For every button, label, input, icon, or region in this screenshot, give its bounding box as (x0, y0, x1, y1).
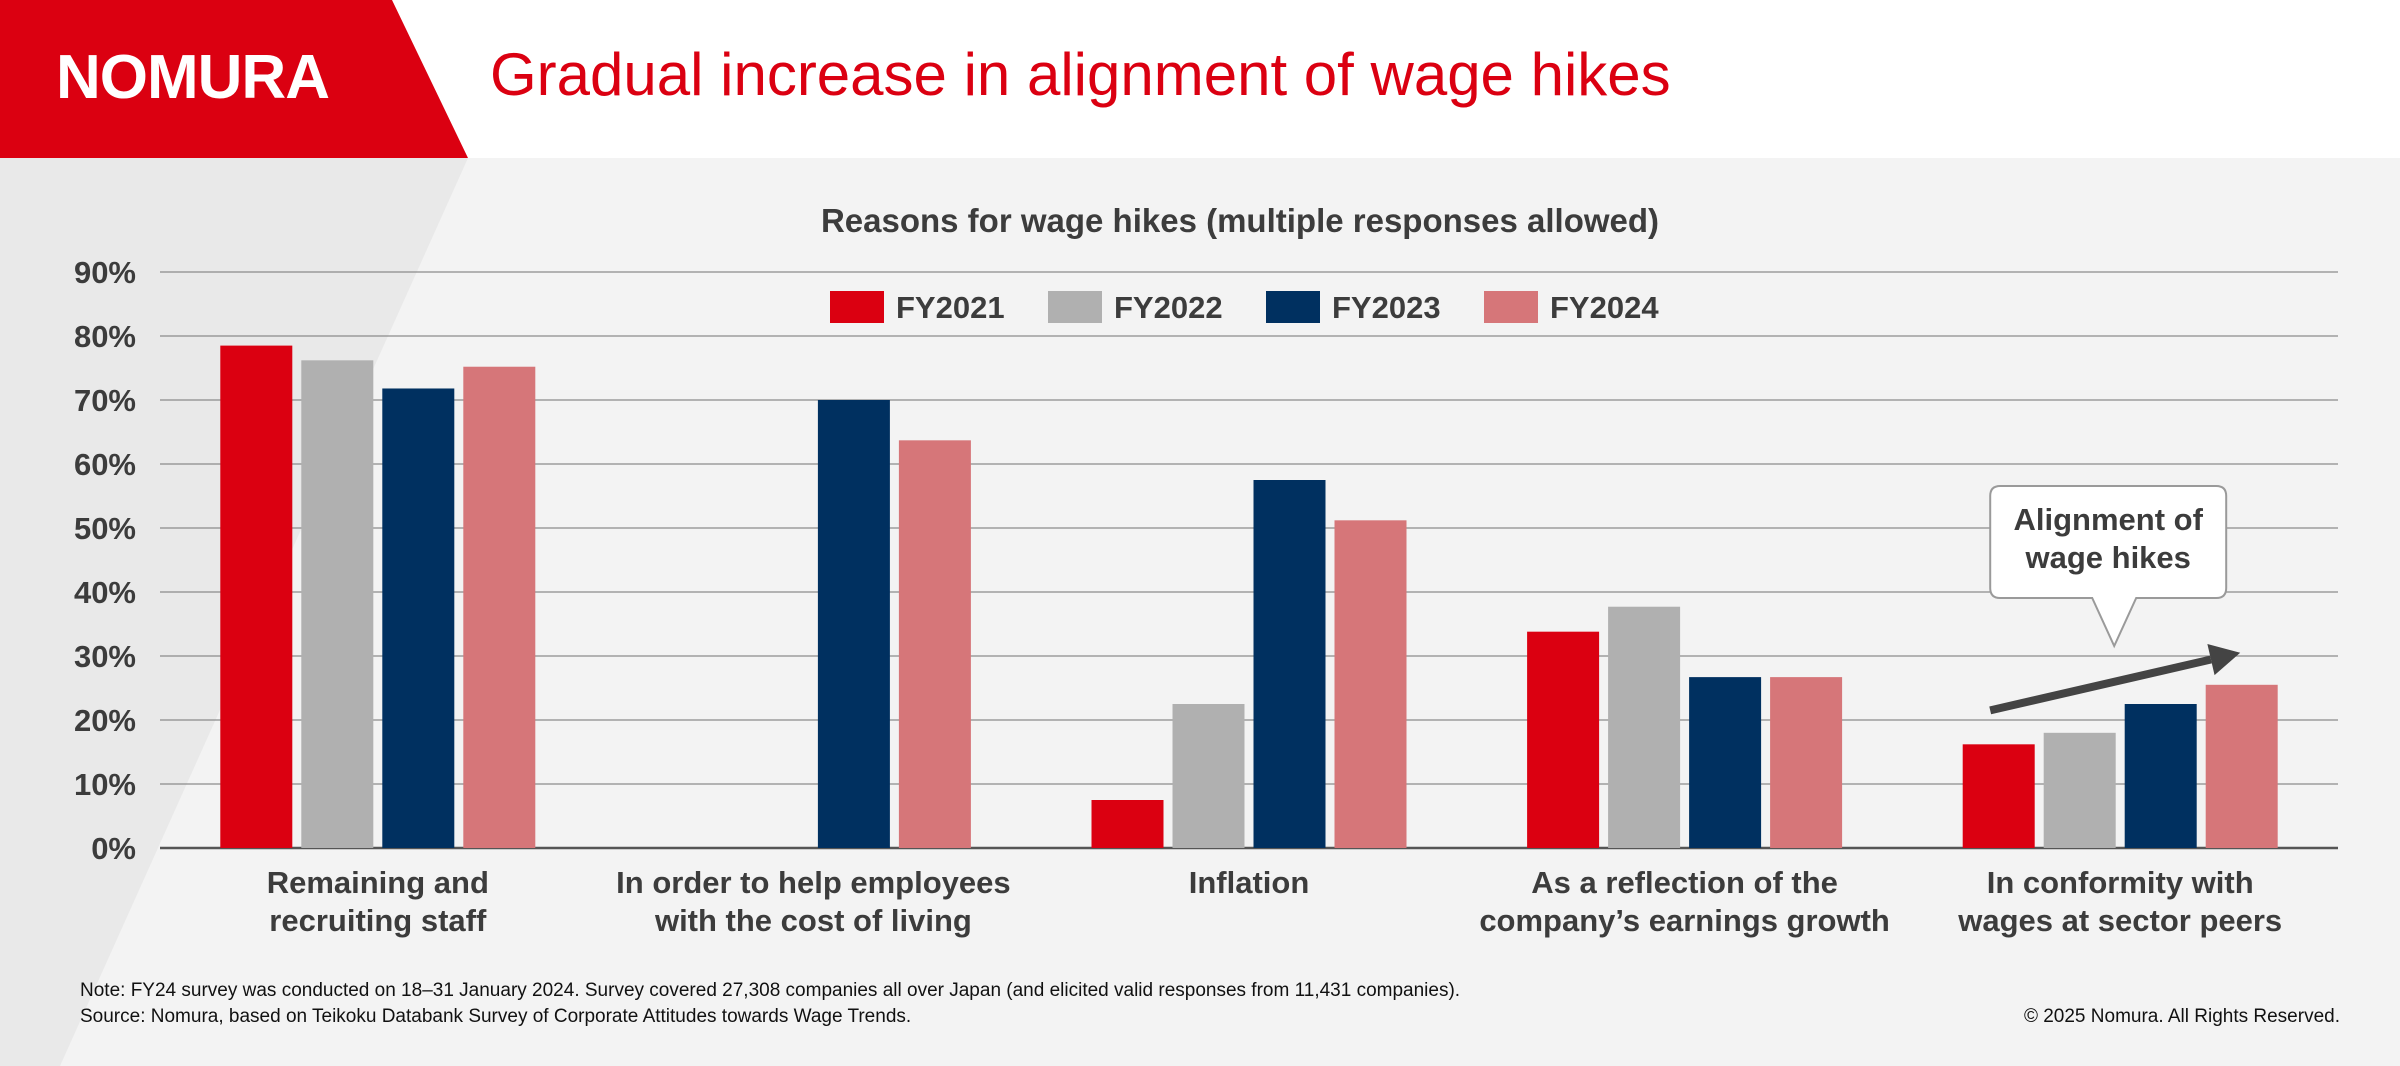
bar (2205, 684, 2278, 848)
y-tick-label: 60% (74, 447, 136, 482)
bar (1608, 606, 1681, 848)
annotation-label: Alignment of (2013, 502, 2203, 537)
legend-label: FY2022 (1114, 290, 1223, 325)
x-category-label: with the cost of living (654, 903, 972, 938)
page-title: Gradual increase in alignment of wage hi… (490, 41, 1671, 108)
x-category-label: Inflation (1189, 865, 1310, 900)
nomura-logo: NOMURA (56, 43, 330, 112)
y-tick-label: 50% (74, 511, 136, 546)
header: NOMURA Gradual increase in alignment of … (0, 0, 2400, 158)
legend-swatch (830, 291, 884, 323)
y-tick-label: 70% (74, 383, 136, 418)
bar (382, 388, 455, 848)
x-category-label: As a reflection of the (1531, 865, 1838, 900)
y-tick-label: 0% (91, 831, 136, 866)
x-category-label: wages at sector peers (1957, 903, 2282, 938)
trend-arrow-head (2207, 643, 2241, 676)
chart-title: Reasons for wage hikes (multiple respons… (821, 202, 1659, 239)
bar (1689, 677, 1762, 848)
annotation-label: wage hikes (2024, 540, 2190, 575)
annotation-callout (1989, 485, 2228, 649)
bar (1527, 631, 1600, 848)
logo-block (0, 0, 468, 158)
x-category-label: In order to help employees (616, 865, 1010, 900)
bar (817, 400, 890, 848)
legend-swatch (1266, 291, 1320, 323)
x-category-label: Remaining and (267, 865, 489, 900)
legend-swatch (1484, 291, 1538, 323)
bar (898, 440, 971, 848)
y-tick-label: 40% (74, 575, 136, 610)
bar (1253, 480, 1326, 848)
legend-swatch (1048, 291, 1102, 323)
legend-label: FY2023 (1332, 290, 1441, 325)
legend-label: FY2024 (1550, 290, 1659, 325)
bar (1334, 520, 1407, 848)
bar (1172, 704, 1245, 848)
bar (2043, 732, 2116, 848)
x-category-label: In conformity with (1987, 865, 2254, 900)
trend-arrow (1989, 655, 2212, 715)
bar (301, 360, 374, 848)
y-tick-label: 20% (74, 703, 136, 738)
bar (1091, 800, 1164, 848)
bar (1770, 677, 1843, 848)
bar (2124, 704, 2197, 848)
legend-label: FY2021 (896, 290, 1005, 325)
y-tick-label: 10% (74, 767, 136, 802)
bar (1962, 744, 2035, 848)
x-category-label: company’s earnings growth (1479, 903, 1890, 938)
copyright: © 2025 Nomura. All Rights Reserved. (2023, 1006, 2340, 1027)
y-tick-label: 90% (74, 255, 136, 290)
y-tick-label: 30% (74, 639, 136, 674)
x-category-label: recruiting staff (269, 903, 487, 938)
source-note: Source: Nomura, based on Teikoku Databan… (80, 1006, 912, 1027)
footnote: Note: FY24 survey was conducted on 18–31… (80, 980, 1461, 1001)
bar (220, 345, 293, 848)
y-tick-label: 80% (74, 319, 136, 354)
bar (463, 366, 536, 848)
